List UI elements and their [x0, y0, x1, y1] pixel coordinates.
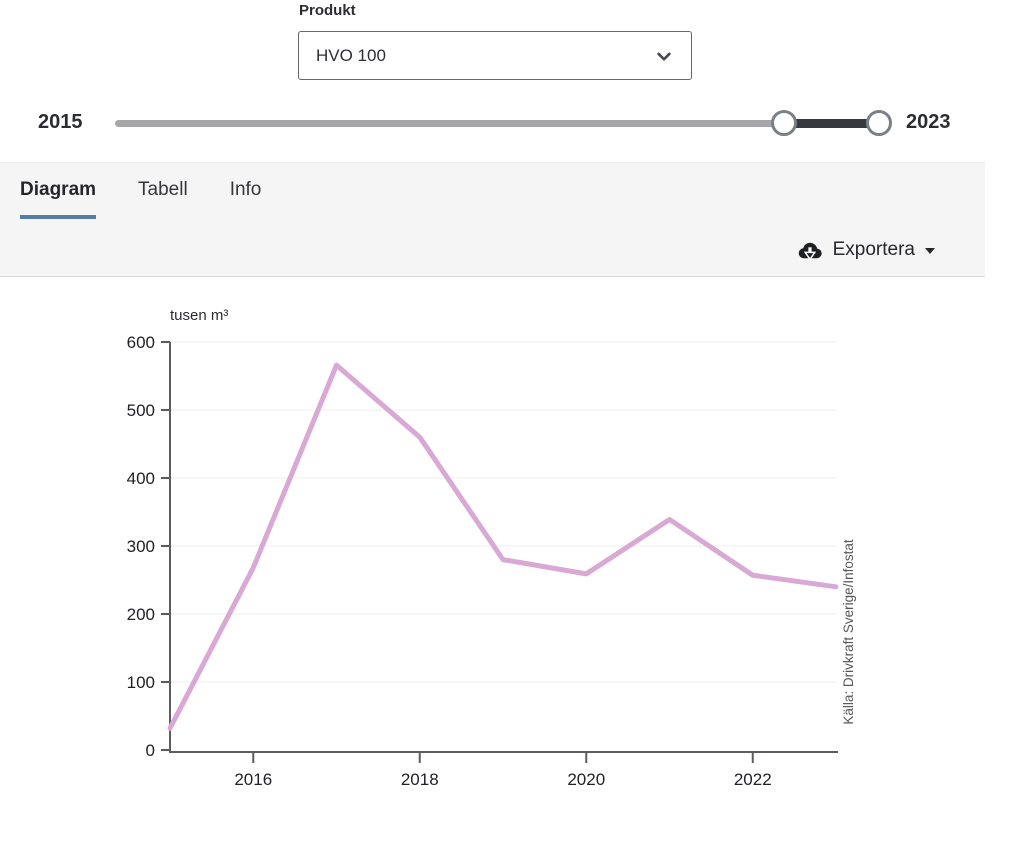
y-tick-label: 200 [127, 605, 155, 624]
product-select-label: Produkt [299, 2, 356, 19]
x-axis-tick-labels: 2016 2018 2020 2022 [234, 770, 771, 789]
y-tick-label: 400 [127, 469, 155, 488]
slider-max-label: 2023 [906, 111, 951, 133]
series-line-hvo100 [167, 362, 839, 731]
product-select[interactable]: HVO 100 [298, 31, 692, 80]
chevron-down-icon [657, 52, 671, 61]
y-tick-label: 600 [127, 333, 155, 352]
chart-canvas: 0 100 200 300 400 500 600 2016 2018 2020 2022 tusen… [127, 307, 856, 789]
x-tick-label: 2022 [734, 770, 772, 789]
chart-source-label: Källa: Drivkraft Sverige/Infostat [841, 539, 856, 725]
x-tick-label: 2018 [401, 770, 439, 789]
y-tick-label: 500 [127, 401, 155, 420]
product-select-value: HVO 100 [316, 45, 386, 65]
slider-min-label: 2015 [38, 111, 83, 133]
toolbar-panel: Diagram Tabell Info Exportera [0, 162, 985, 277]
x-tick-label: 2016 [234, 770, 272, 789]
gridlines [170, 341, 836, 683]
y-axis-tick-labels: 0 100 200 300 400 500 600 [127, 333, 155, 760]
slider-handle-lower[interactable] [770, 110, 797, 136]
line-chart: 0 100 200 300 400 500 600 2016 2018 2020 2022 tusen… [0, 300, 1024, 840]
tab-bar: Diagram Tabell Info [20, 179, 303, 219]
caret-down-icon [925, 248, 935, 254]
tab-diagram[interactable]: Diagram [20, 179, 97, 219]
slider-selected-range [783, 119, 879, 128]
export-button[interactable]: Exportera [797, 237, 935, 263]
axes [161, 341, 838, 763]
y-tick-label: 300 [127, 537, 155, 556]
tab-tabell[interactable]: Tabell [138, 179, 188, 200]
y-tick-label: 100 [127, 673, 155, 692]
slider-handle-upper[interactable] [866, 110, 892, 136]
x-tick-label: 2020 [567, 770, 605, 789]
tab-info[interactable]: Info [229, 179, 262, 200]
export-button-label: Exportera [832, 239, 915, 260]
cloud-download-icon [798, 242, 822, 261]
y-axis-title: tusen m³ [170, 307, 228, 324]
year-range-slider-track[interactable] [115, 110, 892, 136]
y-tick-label: 0 [146, 741, 155, 760]
